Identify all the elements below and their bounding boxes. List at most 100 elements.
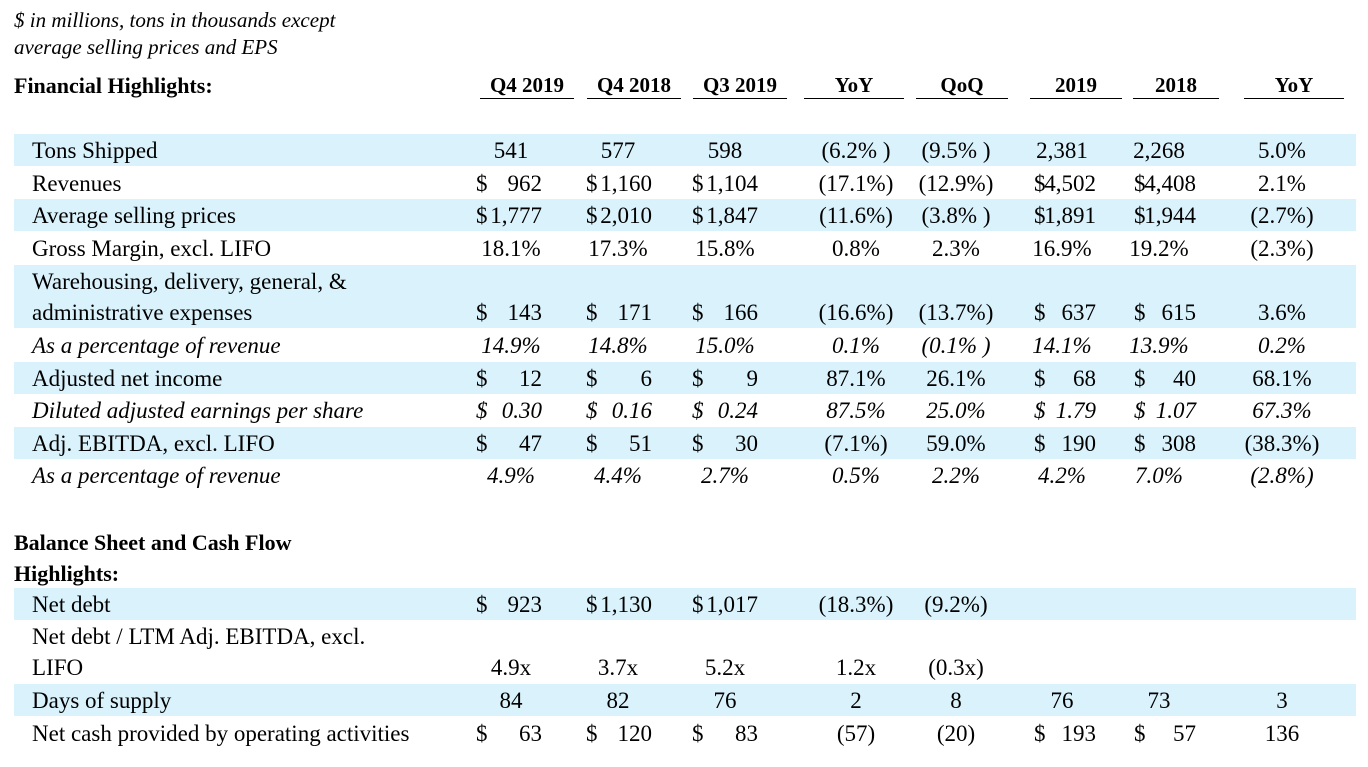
currency-symbol: $ (1034, 366, 1046, 391)
value-cell: 923 (507, 592, 543, 617)
value-cell: (20) (936, 721, 976, 746)
value-cell: 120 (617, 721, 653, 746)
value-cell: 51 (629, 431, 652, 456)
value-cell: 1.07 (1155, 398, 1196, 423)
row-label: Net cash provided by operating activitie… (32, 718, 409, 749)
value-cell: 13.9% (1129, 333, 1189, 358)
column-header-5: QoQ (916, 72, 1008, 99)
value-cell: 166 (723, 300, 759, 325)
value-cell: (2.8%) (1250, 463, 1314, 488)
value-cell: (9.5% ) (921, 138, 991, 163)
row-label: As a percentage of revenue (32, 330, 281, 361)
currency-symbol: $ (1034, 721, 1046, 746)
value-cell: 87.5% (826, 398, 886, 423)
value-cell: 0.5% (832, 463, 880, 488)
value-cell: 26.1% (926, 366, 986, 391)
value-cell: 1,017 (706, 592, 758, 617)
financial-row: Gross Margin, excl. LIFO 18.1% 17.3% 15.8% 0… (14, 232, 1356, 264)
financial-row: Diluted adjusted earnings per share $ $ $ $ $… (14, 394, 1356, 426)
financial-row: Tons Shipped 541 577 598 (6.2% ) (9.5% ) 2,381… (14, 134, 1356, 166)
row-label-line: Net debt / LTM Adj. EBITDA, excl. (32, 624, 366, 649)
value-cell: 14.8% (588, 333, 648, 358)
balance-sheet-title-line-1: Balance Sheet and Cash Flow (14, 530, 292, 555)
value-cell: (6.2% ) (821, 138, 891, 163)
currency-symbol: $ (1134, 203, 1146, 228)
column-header-1: Q4 2019 (480, 72, 574, 99)
value-cell: 4.4% (594, 463, 642, 488)
balance-sheet-title-line-2: Highlights: (14, 561, 120, 586)
financial-row: Revenues $ $ $ $ $962 1,160 1,104 (17.1%) (12.9%)… (14, 167, 1356, 199)
value-cell: 193 (1061, 721, 1097, 746)
row-label-line: Net debt (32, 592, 111, 617)
value-cell: 18.1% (481, 236, 541, 261)
value-cell: 308 (1161, 431, 1197, 456)
value-cell: 1,130 (600, 592, 652, 617)
row-label: Average selling prices (32, 200, 236, 231)
value-cell: 68 (1073, 366, 1096, 391)
row-label-line: Average selling prices (32, 203, 236, 228)
currency-symbol: $ (586, 203, 598, 228)
currency-symbol: $ (692, 431, 704, 456)
value-cell: 1,847 (706, 203, 758, 228)
value-cell: 15.0% (695, 333, 755, 358)
value-cell: 0.30 (501, 398, 542, 423)
value-cell: 0.1% (832, 333, 880, 358)
value-cell: 1.2x (835, 655, 877, 680)
currency-symbol: $ (1134, 366, 1146, 391)
value-cell: 1,777 (490, 203, 542, 228)
currency-symbol: $ (692, 300, 704, 325)
financial-row: Adjusted net income $ $ $ $ $12 6 9 87.1% 26.1% 68… (14, 362, 1356, 394)
value-cell: 3.7x (597, 655, 639, 680)
balance-row: Net debt $ $ $923 1,130 1,017 (18.3%) (9.2%) (14, 588, 1356, 620)
value-cell: 87.1% (826, 366, 886, 391)
value-cell: 83 (735, 721, 758, 746)
row-label-line: Days of supply (32, 688, 172, 713)
value-cell: 2,010 (600, 203, 652, 228)
units-note-line-2: average selling prices and EPS (14, 35, 278, 59)
value-cell: 598 (707, 138, 743, 163)
currency-symbol: $ (692, 592, 704, 617)
value-cell: 4,408 (1144, 171, 1196, 196)
financial-row: Adj. EBITDA, excl. LIFO $ $ $ $ $47 51 30 (7.1%)… (14, 427, 1356, 459)
value-cell: 3.6% (1258, 300, 1306, 325)
row-label-line: LIFO (32, 655, 84, 680)
row-label: Net debt / LTM Adj. EBITDA, excl. LIFO (32, 621, 365, 683)
financial-row: As a percentage of revenue 4.9% 4.4% 2.7% 0.… (14, 459, 1356, 491)
value-cell: 0.24 (717, 398, 758, 423)
value-cell: 0.8% (832, 236, 880, 261)
column-header-6: 2019 (1030, 72, 1122, 99)
value-cell: 9 (746, 366, 759, 391)
value-cell: 4.9% (487, 463, 535, 488)
financial-highlights-title: Financial Highlights: (14, 73, 213, 98)
value-cell: (18.3%) (818, 592, 894, 617)
row-label-line: Gross Margin, excl. LIFO (32, 236, 272, 261)
value-cell: 2,268 (1133, 138, 1185, 163)
value-cell: (2.3%) (1250, 236, 1314, 261)
value-cell: 84 (499, 688, 523, 713)
row-label-line: administrative expenses (32, 300, 253, 325)
value-cell: (38.3%) (1244, 431, 1320, 456)
row-label-line: Diluted adjusted earnings per share (32, 398, 364, 423)
value-cell: 1,160 (600, 171, 652, 196)
row-label-line: Adj. EBITDA, excl. LIFO (32, 431, 275, 456)
row-label-line: Net cash provided by operating activitie… (32, 721, 410, 746)
currency-symbol: $ (1134, 721, 1146, 746)
value-cell: 2 (850, 688, 862, 713)
currency-symbol: $ (1134, 431, 1146, 456)
value-cell: (7.1%) (824, 431, 888, 456)
value-cell: 1,104 (706, 171, 758, 196)
units-note-line-1: $ in millions, tons in thousands except (14, 8, 336, 32)
currency-symbol: $ (476, 398, 488, 423)
currency-symbol: $ (1034, 300, 1046, 325)
value-cell: (0.3x) (928, 655, 984, 680)
currency-symbol: $ (476, 300, 488, 325)
currency-symbol: $ (586, 431, 598, 456)
row-label-line: Tons Shipped (32, 138, 158, 163)
currency-symbol: $ (586, 366, 598, 391)
financial-row: Warehousing, delivery, general, & adminis… (14, 265, 1356, 328)
value-cell: (17.1%) (818, 171, 894, 196)
currency-symbol: $ (692, 203, 704, 228)
financial-row: Average selling prices $ $ $ $ $1,777 2,010 1,8… (14, 199, 1356, 231)
value-cell: 2.3% (932, 236, 980, 261)
row-label-line: Revenues (32, 171, 122, 196)
